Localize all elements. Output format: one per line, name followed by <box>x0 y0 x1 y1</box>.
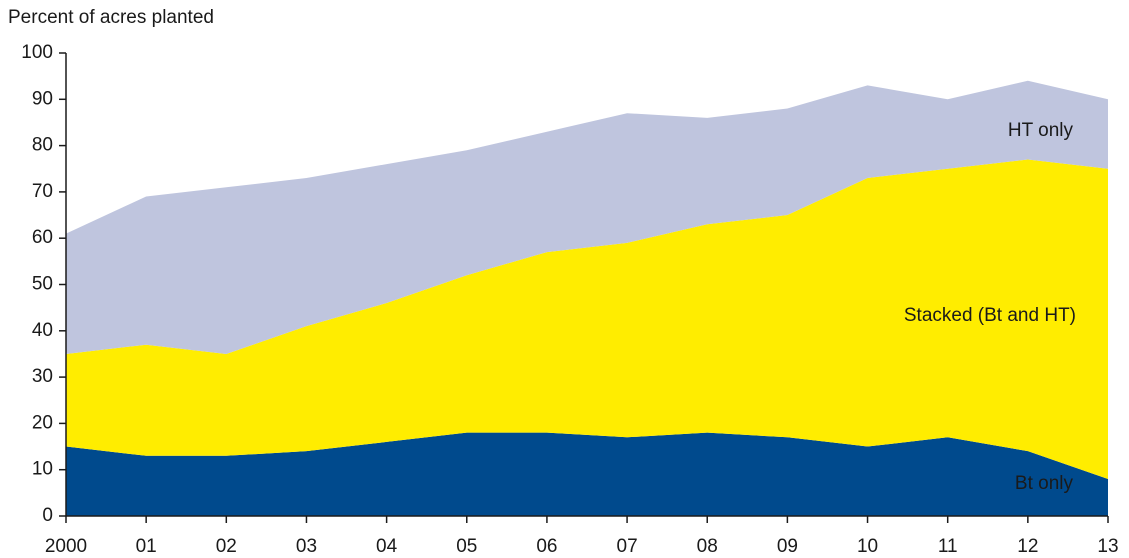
x-tick-label: 02 <box>216 536 237 557</box>
area <box>66 159 1108 479</box>
y-tick-label: 70 <box>32 181 53 202</box>
x-tick-label: 04 <box>376 536 398 557</box>
series-label: Stacked (Bt and HT) <box>904 305 1076 326</box>
y-tick-label: 100 <box>21 42 53 63</box>
x-tick-label: 2000 <box>45 536 87 557</box>
x-tick-label: 08 <box>697 536 718 557</box>
x-tick-label: 11 <box>938 536 958 557</box>
y-tick-label: 20 <box>32 412 53 433</box>
series-label: Bt only <box>1015 473 1074 494</box>
y-tick-label: 90 <box>32 88 53 109</box>
y-tick-label: 50 <box>32 274 53 295</box>
x-tick-label: 12 <box>1017 536 1038 557</box>
y-tick-label: 40 <box>32 320 53 341</box>
area <box>66 432 1108 516</box>
x-tick-label: 01 <box>136 536 157 557</box>
x-tick-label: 13 <box>1097 536 1118 557</box>
x-tick-label: 10 <box>857 536 878 557</box>
series-label: HT only <box>1008 120 1074 141</box>
x-tick-label: 05 <box>456 536 477 557</box>
x-tick-label: 07 <box>617 536 638 557</box>
y-tick-label: 10 <box>32 459 53 480</box>
x-tick-label: 09 <box>777 536 798 557</box>
y-tick-label: 60 <box>32 227 53 248</box>
y-tick-label: 30 <box>32 366 53 387</box>
y-tick-label: 0 <box>42 505 53 526</box>
y-tick-label: 80 <box>32 135 53 156</box>
x-tick-label: 03 <box>296 536 317 557</box>
area <box>66 80 1108 354</box>
y-axis-label: Percent of acres planted <box>8 7 214 28</box>
x-tick-label: 06 <box>536 536 557 557</box>
